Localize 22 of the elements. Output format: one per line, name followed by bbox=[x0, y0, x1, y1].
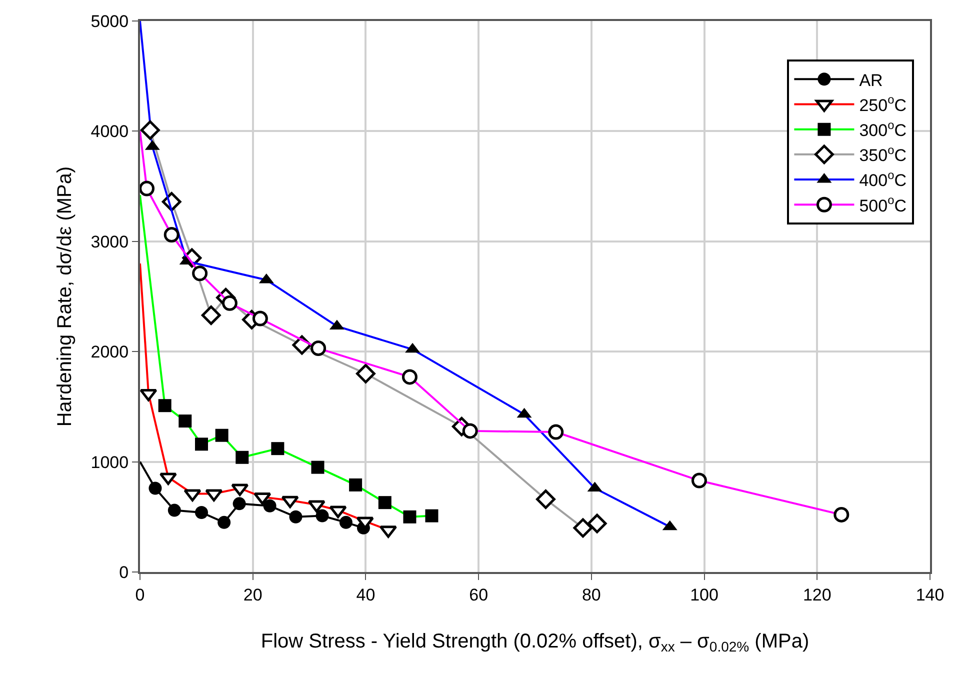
y-tick-label: 1000 bbox=[90, 452, 129, 472]
x-tick-label: 0 bbox=[135, 585, 145, 604]
legend-label: 250$^{o}$C bbox=[859, 92, 906, 115]
legend-label: 500$^{o}$C bbox=[859, 193, 906, 216]
x-axis-title: Flow Stress - Yield Strength (0.02% offset), σ$_{xx}$ – σ$_{0.02%}$ (MPa) bbox=[260, 630, 810, 655]
legend-label: 300$^{o}$C bbox=[859, 118, 906, 140]
x-tick-label: 140 bbox=[916, 585, 944, 604]
y-tick-label: 0 bbox=[119, 562, 129, 582]
x-tick-label: 60 bbox=[469, 585, 488, 604]
legend-label: 350$^{o}$C bbox=[859, 142, 906, 166]
x-tick-label: 40 bbox=[356, 585, 376, 604]
y-tick-label: 5000 bbox=[90, 12, 129, 31]
y-tick-label: 3000 bbox=[90, 232, 129, 252]
x-tick-label: 120 bbox=[802, 585, 832, 604]
y-tick-label: 4000 bbox=[90, 122, 129, 142]
x-tick-label: 80 bbox=[582, 585, 601, 604]
y-axis-title: Hardening Rate, dσ/dε (MPa) bbox=[54, 166, 76, 427]
x-tick-label: 20 bbox=[243, 585, 262, 604]
y-tick-label: 2000 bbox=[90, 342, 129, 362]
legend-label: 400$^{o}$C bbox=[859, 168, 906, 190]
legend-label: AR bbox=[859, 70, 883, 90]
x-tick-label: 100 bbox=[690, 585, 718, 604]
